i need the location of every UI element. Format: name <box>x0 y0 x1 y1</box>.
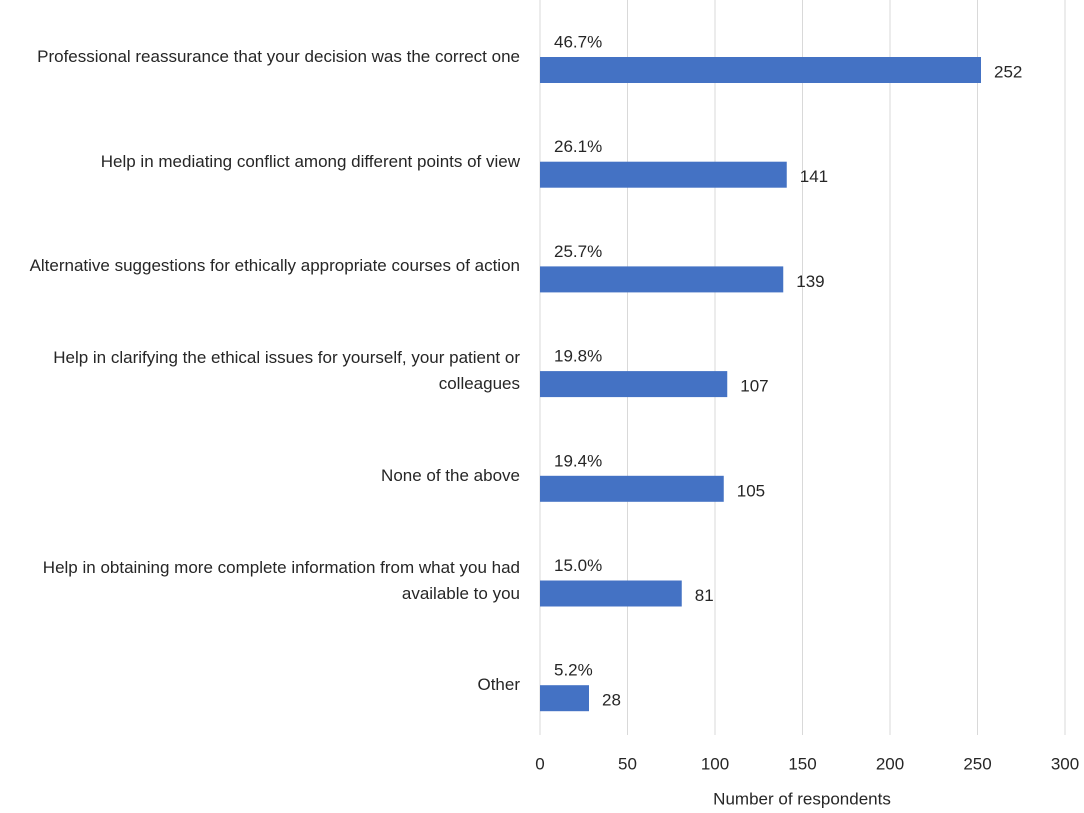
bar <box>540 266 784 293</box>
value-label: 139 <box>796 272 824 291</box>
percent-label: 46.7% <box>554 32 602 51</box>
percent-label: 26.1% <box>554 137 602 156</box>
category-text: Help in obtaining more complete informat… <box>42 557 520 603</box>
percent-label: 19.8% <box>554 347 602 366</box>
x-tick-label: 100 <box>701 754 729 773</box>
value-label: 107 <box>740 377 768 396</box>
category-text: Other <box>477 675 520 695</box>
x-axis-title: Number of respondents <box>713 789 891 808</box>
category-label: Professional reassurance that your decis… <box>0 44 520 70</box>
category-label: Other <box>0 672 520 698</box>
x-tick-label: 0 <box>535 754 544 773</box>
value-label: 28 <box>602 691 621 710</box>
value-label: 141 <box>800 167 828 186</box>
bar <box>540 161 787 188</box>
bar <box>540 475 724 502</box>
x-tick-label: 250 <box>963 754 991 773</box>
value-label: 81 <box>695 586 714 605</box>
percent-label: 19.4% <box>554 451 602 470</box>
category-label: Help in clarifying the ethical issues fo… <box>0 345 520 397</box>
category-label: Help in mediating conflict among differe… <box>0 149 520 175</box>
category-text: Alternative suggestions for ethically ap… <box>29 256 520 276</box>
percent-label: 25.7% <box>554 242 602 261</box>
category-text: Help in mediating conflict among differe… <box>100 151 520 171</box>
bar <box>540 580 682 607</box>
bar <box>540 685 589 712</box>
category-label: Alternative suggestions for ethically ap… <box>0 253 520 279</box>
category-label: None of the above <box>0 463 520 489</box>
percent-label: 15.0% <box>554 556 602 575</box>
x-tick-label: 200 <box>876 754 904 773</box>
percent-label: 5.2% <box>554 661 593 680</box>
category-text: None of the above <box>381 465 520 485</box>
x-tick-label: 50 <box>618 754 637 773</box>
bar <box>540 371 728 398</box>
category-text: Help in clarifying the ethical issues fo… <box>53 348 520 394</box>
value-label: 105 <box>737 481 765 500</box>
category-label: Help in obtaining more complete informat… <box>0 555 520 607</box>
x-tick-label: 300 <box>1051 754 1079 773</box>
x-tick-label: 150 <box>788 754 816 773</box>
value-label: 252 <box>994 62 1022 81</box>
category-text: Professional reassurance that your decis… <box>37 47 520 66</box>
bar <box>540 57 981 83</box>
